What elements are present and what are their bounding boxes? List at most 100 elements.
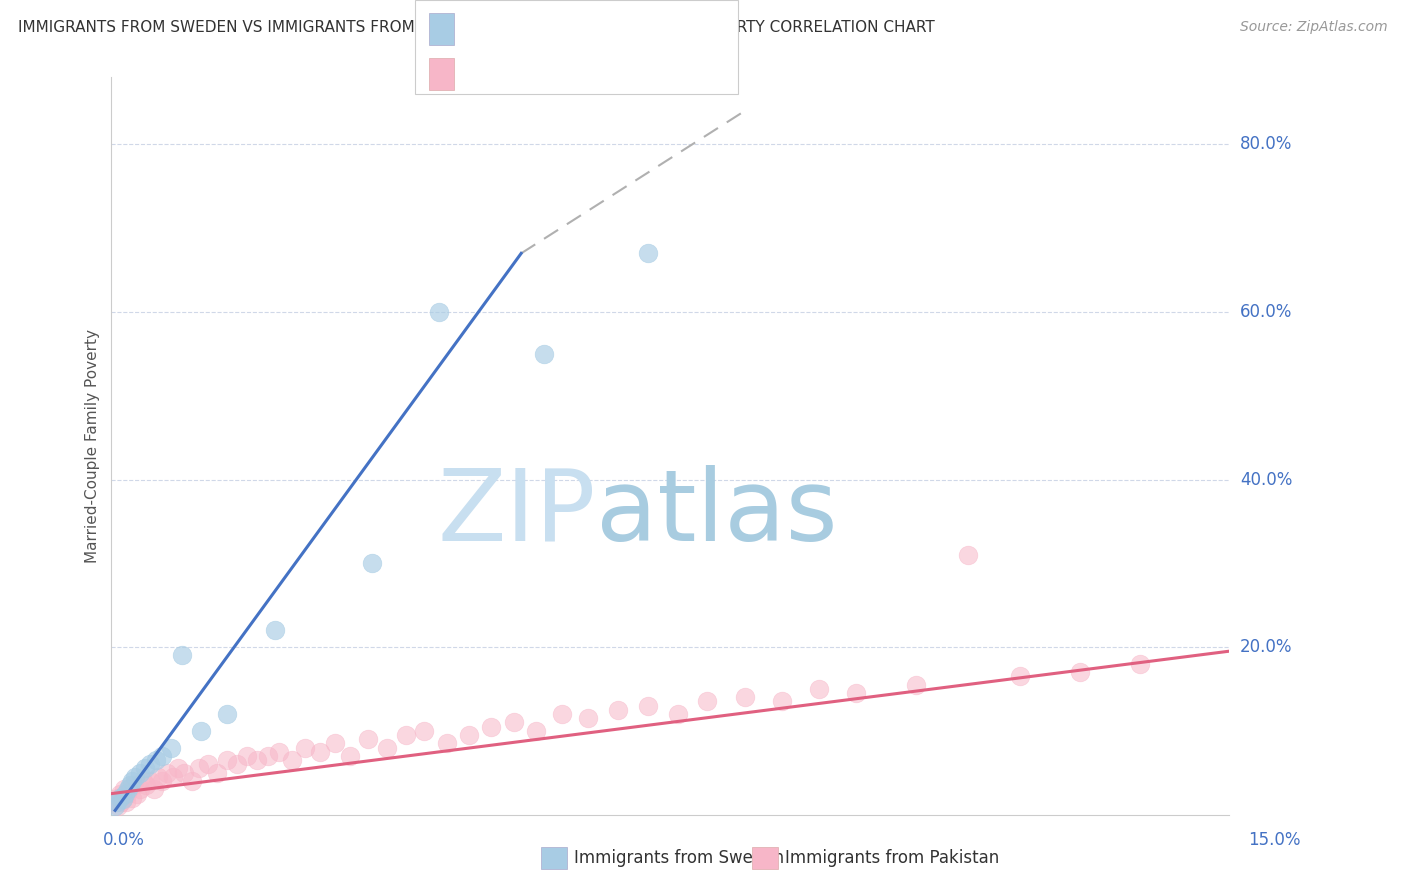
Point: [524, 723, 547, 738]
Point: [134, 762, 156, 776]
Point: [696, 694, 718, 708]
Point: [533, 347, 555, 361]
Text: ZIP: ZIP: [437, 465, 596, 561]
Point: [135, 778, 157, 792]
Point: [957, 548, 980, 562]
Point: [110, 795, 132, 809]
Text: Source: ZipAtlas.com: Source: ZipAtlas.com: [1240, 20, 1388, 34]
Point: [117, 782, 139, 797]
Point: [142, 782, 165, 797]
Point: [215, 706, 238, 721]
Text: R = 0.581  N = 63: R = 0.581 N = 63: [461, 65, 626, 83]
Point: [808, 681, 831, 696]
Point: [666, 706, 689, 721]
Point: [188, 762, 211, 776]
Point: [139, 757, 162, 772]
Text: 60.0%: 60.0%: [1240, 303, 1292, 321]
Text: 20.0%: 20.0%: [1240, 638, 1292, 656]
Point: [361, 556, 384, 570]
Point: [294, 740, 316, 755]
Point: [236, 748, 259, 763]
Point: [111, 792, 134, 806]
Point: [105, 795, 128, 809]
Point: [105, 790, 128, 805]
Point: [121, 790, 143, 805]
Text: 15.0%: 15.0%: [1249, 831, 1301, 849]
Point: [637, 698, 659, 713]
Point: [427, 305, 450, 319]
Point: [215, 753, 238, 767]
Point: [225, 757, 247, 772]
Point: [150, 748, 173, 763]
Point: [395, 728, 418, 742]
Point: [122, 778, 145, 792]
Point: [375, 740, 398, 755]
Point: [502, 715, 524, 730]
Point: [125, 787, 148, 801]
Point: [108, 787, 131, 801]
Point: [845, 686, 868, 700]
Point: [479, 720, 502, 734]
Point: [167, 762, 190, 776]
Point: [162, 770, 184, 784]
Point: [114, 795, 136, 809]
Point: [1010, 669, 1032, 683]
Point: [110, 790, 132, 805]
Y-axis label: Married-Couple Family Poverty: Married-Couple Family Poverty: [86, 329, 100, 563]
Point: [104, 799, 127, 814]
Point: [173, 765, 195, 780]
Point: [339, 748, 361, 763]
Point: [112, 782, 135, 797]
Point: [1069, 665, 1091, 680]
Text: 80.0%: 80.0%: [1240, 136, 1292, 153]
Point: [357, 732, 380, 747]
Point: [118, 778, 141, 792]
Point: [115, 787, 138, 801]
Point: [131, 774, 153, 789]
Point: [107, 799, 129, 814]
Text: Immigrants from Sweden: Immigrants from Sweden: [574, 849, 783, 867]
Point: [172, 648, 194, 663]
Point: [145, 753, 167, 767]
Point: [246, 753, 269, 767]
Text: R = 0.935  N = 18: R = 0.935 N = 18: [461, 21, 626, 38]
Point: [264, 624, 287, 638]
Point: [190, 723, 212, 738]
Point: [111, 790, 134, 805]
Point: [121, 774, 143, 789]
Point: [1129, 657, 1152, 671]
Point: [114, 787, 136, 801]
Point: [458, 728, 481, 742]
Point: [128, 765, 150, 780]
Text: atlas: atlas: [596, 465, 838, 561]
Text: IMMIGRANTS FROM SWEDEN VS IMMIGRANTS FROM PAKISTAN MARRIED-COUPLE FAMILY POVERTY: IMMIGRANTS FROM SWEDEN VS IMMIGRANTS FRO…: [18, 20, 935, 35]
Point: [309, 745, 332, 759]
Point: [160, 740, 183, 755]
Point: [128, 782, 150, 797]
Point: [257, 748, 280, 763]
Point: [413, 723, 436, 738]
Point: [180, 774, 202, 789]
Text: 40.0%: 40.0%: [1240, 470, 1292, 489]
Point: [436, 736, 458, 750]
Point: [607, 703, 630, 717]
Point: [637, 246, 659, 260]
Point: [146, 770, 169, 784]
Point: [770, 694, 793, 708]
Point: [205, 765, 228, 780]
Point: [551, 706, 574, 721]
Point: [124, 770, 146, 784]
Text: 0.0%: 0.0%: [103, 831, 145, 849]
Point: [267, 745, 290, 759]
Point: [139, 774, 162, 789]
Point: [734, 690, 756, 705]
Point: [905, 678, 928, 692]
Text: Immigrants from Pakistan: Immigrants from Pakistan: [785, 849, 998, 867]
Point: [156, 765, 179, 780]
Point: [576, 711, 599, 725]
Point: [323, 736, 346, 750]
Point: [150, 774, 173, 789]
Point: [104, 795, 127, 809]
Point: [197, 757, 219, 772]
Point: [118, 782, 141, 797]
